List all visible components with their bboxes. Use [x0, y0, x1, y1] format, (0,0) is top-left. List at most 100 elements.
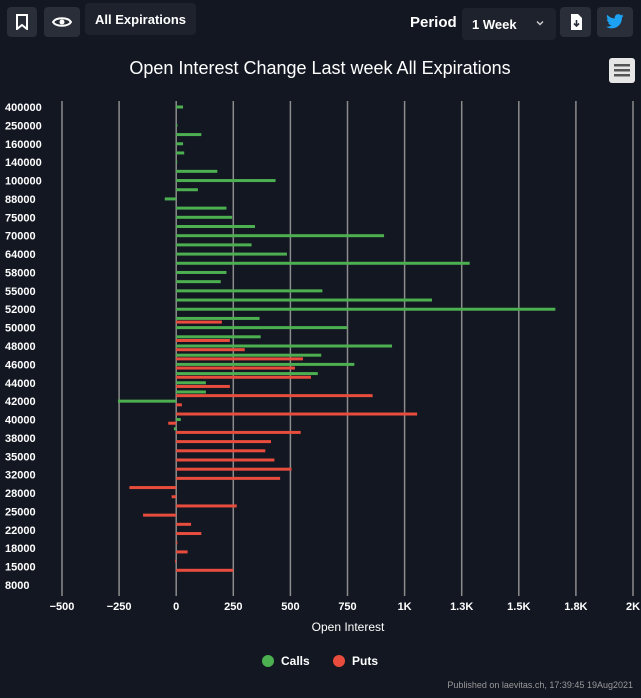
y-tick-label: 38000 [5, 433, 36, 445]
grid-lines [61, 101, 634, 596]
puts-bar [176, 338, 230, 342]
published-note: Published on laevitas.ch, 17:39:45 19Aug… [447, 680, 633, 690]
calls-bar [176, 225, 255, 228]
puts-bar [168, 421, 177, 425]
puts-bar [176, 384, 230, 388]
period-label: Period [410, 14, 457, 31]
y-tick-label: 140000 [5, 157, 42, 169]
calls-bar [173, 427, 177, 431]
hamburger-menu-icon [614, 64, 630, 77]
calls-bar [176, 326, 348, 330]
puts-bar [129, 486, 177, 490]
calls-bar [176, 335, 261, 339]
puts-bar [176, 504, 237, 508]
x-tick-label: 2K [626, 601, 640, 613]
y-tick-label: 400000 [5, 102, 42, 114]
bookmark-button[interactable] [7, 7, 37, 37]
download-icon [570, 14, 582, 30]
y-tick-label: 75000 [5, 212, 36, 224]
puts-bar [176, 320, 222, 324]
puts-bar [176, 449, 266, 453]
calls-bar [176, 160, 178, 164]
puts-bar [176, 532, 202, 536]
puts-bar [175, 559, 177, 563]
x-tick-label: 250 [224, 601, 242, 613]
y-tick-label: 55000 [5, 286, 36, 298]
x-tick-label: 1.5K [507, 601, 530, 613]
open-interest-chart: Open Interest Change Last week All Expir… [5, 58, 640, 668]
legend-label-calls[interactable]: Calls [281, 654, 310, 668]
y-tick-label: 28000 [5, 488, 36, 500]
y-tick-label: 18000 [5, 543, 36, 555]
x-tick-label: 1K [398, 601, 412, 613]
calls-bar [176, 252, 287, 256]
calls-bar [176, 390, 206, 394]
y-tick-label: 8000 [5, 580, 29, 592]
calls-bar [176, 105, 184, 109]
calls-bar [164, 197, 177, 201]
y-tick-label: 48000 [5, 341, 36, 353]
y-tick-label: 52000 [5, 304, 36, 316]
x-tick-label: 750 [338, 601, 356, 613]
x-tick-label: 0 [173, 601, 179, 613]
puts-bar [176, 476, 281, 480]
calls-bar [176, 362, 355, 366]
puts-bar [176, 550, 188, 554]
y-tick-label: 100000 [5, 176, 42, 188]
legend-marker-calls [262, 655, 274, 667]
expirations-label: All Expirations [95, 11, 187, 27]
y-tick-label: 15000 [5, 562, 36, 574]
puts-bar [143, 513, 177, 517]
puts-bar [176, 568, 234, 572]
puts-bar [176, 467, 292, 471]
y-tick-label: 44000 [5, 378, 36, 390]
expirations-button[interactable]: All Expirations [85, 3, 197, 35]
calls-bar [176, 215, 233, 219]
visibility-button[interactable] [44, 7, 80, 37]
calls-bar [176, 344, 393, 348]
y-tick-label: 35000 [5, 451, 36, 463]
calls-bar [176, 234, 385, 238]
y-tick-label: 22000 [5, 525, 36, 537]
calls-bar [176, 123, 178, 127]
calls-bar [176, 151, 185, 155]
calls-bar [176, 142, 184, 146]
puts-bar [176, 357, 303, 361]
puts-bar [176, 440, 271, 444]
bookmark-icon [16, 14, 28, 30]
x-tick-label: 500 [281, 601, 299, 613]
chart-menu-button[interactable] [609, 58, 635, 83]
y-axis-labels: 400000 250000 160000 140000 100000 88000 75000… [5, 102, 42, 592]
period-value: 1 Week [472, 16, 517, 32]
y-tick-label: 25000 [5, 506, 36, 518]
download-button[interactable] [560, 7, 591, 37]
period-select[interactable]: 1 Week [462, 8, 556, 40]
puts-bar [176, 375, 311, 379]
puts-bar [176, 348, 245, 352]
calls-bar [176, 270, 227, 274]
x-tick-label: 1.8K [564, 601, 587, 613]
puts-bar [176, 403, 182, 407]
y-tick-label: 58000 [5, 267, 36, 279]
legend-marker-puts [333, 655, 345, 667]
puts-bar [176, 366, 295, 370]
puts-bar [171, 495, 177, 499]
calls-bar [176, 280, 221, 284]
legend: Calls Puts [262, 654, 378, 668]
calls-bar [176, 188, 198, 192]
calls-bar [176, 206, 227, 210]
y-tick-label: 42000 [5, 396, 36, 408]
x-tick-label: 1.3K [450, 601, 473, 613]
eye-icon [52, 17, 72, 27]
puts-bar [176, 412, 418, 416]
calls-bar [176, 372, 318, 376]
twitter-button[interactable] [597, 7, 633, 37]
legend-label-puts[interactable]: Puts [352, 654, 378, 668]
calls-bar [176, 381, 206, 385]
puts-bar [176, 522, 192, 526]
puts-bar [176, 394, 373, 398]
calls-bar [176, 289, 323, 293]
calls-bar [176, 353, 322, 357]
calls-bar [176, 261, 470, 265]
twitter-icon [606, 14, 624, 29]
